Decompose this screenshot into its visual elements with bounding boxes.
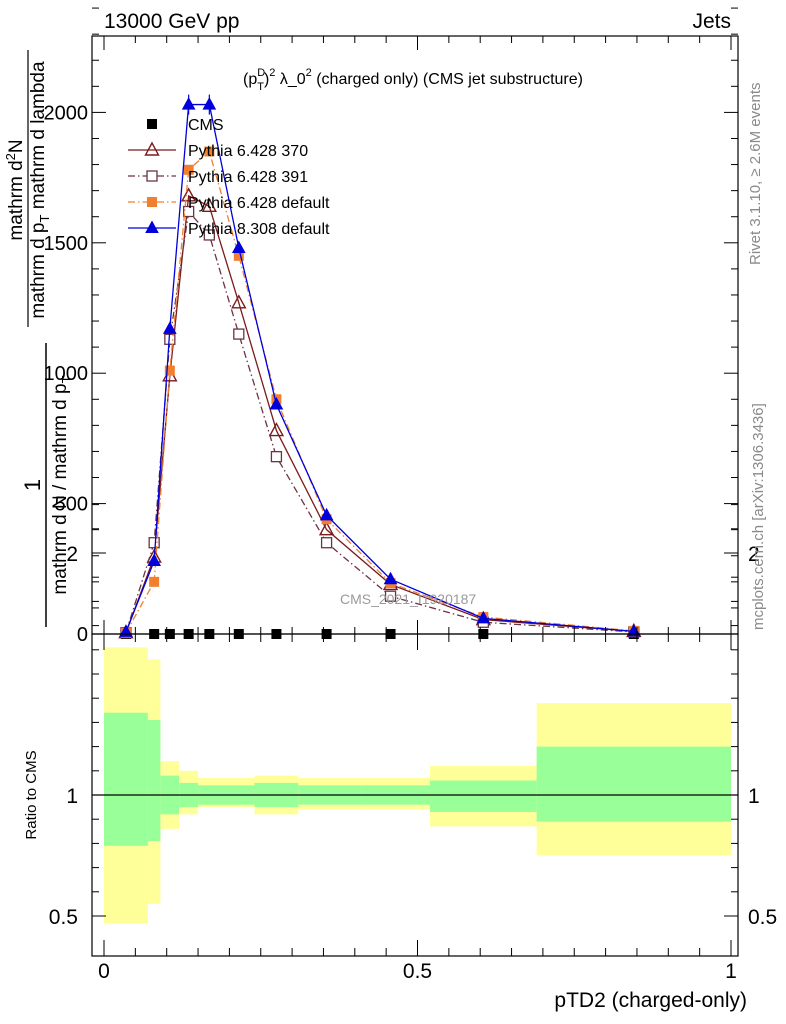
main-axis-ticks: 050010001500200025003000350040004500 bbox=[44, 7, 738, 646]
ratio-y-axis-label: Ratio to CMS bbox=[23, 750, 40, 839]
legend-label-cms: CMS bbox=[188, 117, 224, 134]
data-point-pythia-6-428-391 bbox=[182, 205, 195, 218]
data-point-pythia-6-428-391 bbox=[384, 590, 397, 602]
main-y-axis-label: 1 mathrm d N / mathrm d pT mathrm d2N ma… bbox=[3, 50, 74, 627]
data-point-pythia-8-308-default bbox=[202, 97, 217, 110]
data-point-pythia-6-428-default bbox=[183, 164, 194, 175]
x-tick-label: 0 bbox=[98, 960, 110, 983]
ratio-y-tick-label: 2 bbox=[66, 543, 78, 566]
data-point-pythia-8-308-default bbox=[476, 610, 491, 624]
data-point-pythia-6-428-default bbox=[149, 576, 160, 587]
data-point-pythia-8-308-default bbox=[231, 240, 246, 254]
data-point-pythia-8-308-default bbox=[269, 396, 284, 410]
ratio-band-inner bbox=[430, 780, 537, 812]
data-point-pythia-8-308-default bbox=[383, 571, 398, 585]
ratio-band-inner bbox=[536, 746, 731, 822]
y-label-numerator-one: 1 bbox=[20, 479, 45, 491]
data-point-pythia-8-308-default bbox=[147, 553, 162, 566]
main-y-tick-label: 500 bbox=[55, 494, 88, 516]
series-line-pythia-6-428-default bbox=[125, 150, 634, 634]
ratio-y-tick-label-right: 2 bbox=[748, 543, 760, 566]
data-point-pythia-8-308-default bbox=[162, 321, 177, 334]
ratio-band-inner bbox=[104, 712, 148, 846]
ratio-y-tick-label: 1 bbox=[66, 785, 78, 808]
ratio-bands bbox=[92, 647, 738, 924]
data-point-pythia-6-428-370 bbox=[144, 141, 160, 156]
main-y-tick-label: 1500 bbox=[44, 233, 89, 255]
data-point-pythia-8-308-default bbox=[319, 507, 334, 521]
series-line-pythia-6-428-391 bbox=[125, 210, 634, 633]
x-tick-label: 1 bbox=[725, 960, 737, 983]
legend-entry-pythia-6-428-391: Pythia 6.428 391 bbox=[128, 169, 308, 186]
ratio-y-tick-label: 0.5 bbox=[49, 906, 78, 929]
data-point-pythia-6-428-370 bbox=[231, 294, 247, 309]
ratio-y-tick-label-right: 1 bbox=[748, 785, 760, 808]
rivet-version-label: Rivet 3.1.10, ≥ 2.6M events bbox=[747, 83, 764, 266]
data-point-pythia-6-428-default bbox=[147, 197, 157, 207]
legend-entry-pythia-6-428-default: Pythia 6.428 default bbox=[128, 195, 330, 212]
data-point-pythia-6-428-370 bbox=[201, 197, 218, 212]
series-line-pythia-6-428-370 bbox=[125, 194, 634, 633]
y-label-denominator: mathrm d N / mathrm d pT bbox=[50, 375, 74, 594]
data-point-cms bbox=[147, 119, 157, 129]
legend-entry-pythia-8-308-default: Pythia 8.308 default bbox=[128, 220, 330, 238]
legend-label-pythia-6-428-391: Pythia 6.428 391 bbox=[188, 169, 308, 186]
legend-entry-pythia-6-428-370: Pythia 6.428 370 bbox=[128, 141, 308, 160]
data-point-pythia-6-428-370 bbox=[180, 187, 197, 202]
data-point-pythia-6-428-391 bbox=[270, 451, 283, 463]
data-point-pythia-6-428-391 bbox=[203, 229, 215, 241]
ratio-plot: 0.5 0.5 1 1 2 2 0 0.5 1 Ratio to CMS pTD2 (charg… bbox=[23, 504, 777, 1012]
legend-label-pythia-6-428-370: Pythia 6.428 370 bbox=[188, 143, 308, 160]
x-axis-label: pTD2 (charged-only) bbox=[554, 989, 747, 1012]
series-pythia-6-428-370 bbox=[118, 187, 642, 639]
legend-entry-cms: CMS bbox=[147, 117, 224, 134]
mcplots-label: mcplots.cern.ch [arXiv:1306.3436] bbox=[750, 403, 767, 630]
x-tick-label: 0.5 bbox=[403, 960, 432, 983]
data-point-pythia-6-428-default bbox=[164, 365, 175, 376]
main-plot: 050010001500200025003000350040004500 (pD… bbox=[3, 7, 739, 646]
data-point-pythia-6-428-391 bbox=[146, 170, 158, 182]
y-label-inner-denominator: mathrm d pT mathrm d lambda bbox=[28, 61, 52, 319]
y-label-numerator: mathrm d2N bbox=[3, 139, 27, 240]
data-point-pythia-6-428-391 bbox=[148, 537, 160, 549]
data-point-pythia-6-428-391 bbox=[320, 537, 333, 549]
main-y-tick-label: 1000 bbox=[44, 363, 89, 385]
main-y-tick-label: 0 bbox=[77, 624, 88, 646]
plot-title: (pD T)2 λ_02 (charged only) (CMS jet subs… bbox=[243, 67, 583, 93]
data-point-pythia-6-428-391 bbox=[233, 328, 245, 340]
analysis-watermark: CMS_2021_I1920187 bbox=[340, 591, 476, 607]
data-point-pythia-6-428-370 bbox=[268, 422, 285, 437]
legend-label-pythia-8-308-default: Pythia 8.308 default bbox=[188, 221, 330, 238]
header-collision-label: 13000 GeV pp bbox=[104, 10, 239, 33]
ratio-axis-ticks: 0.5 0.5 1 1 2 2 0 0.5 1 bbox=[49, 504, 777, 983]
main-y-tick-label: 2000 bbox=[44, 102, 89, 124]
data-point-pythia-6-428-default bbox=[204, 146, 215, 157]
header-category-label: Jets bbox=[692, 10, 731, 33]
ratio-y-tick-label-right: 0.5 bbox=[748, 906, 777, 929]
legend-label-pythia-6-428-default: Pythia 6.428 default bbox=[188, 195, 330, 212]
data-point-pythia-8-308-default bbox=[145, 220, 159, 233]
legend: CMS Pythia 6.428 370 Pythia 6.428 391 Pythi… bbox=[128, 117, 330, 238]
ratio-band-inner bbox=[147, 719, 161, 841]
data-point-pythia-6-428-370 bbox=[318, 521, 335, 536]
data-point-pythia-8-308-default bbox=[181, 97, 196, 110]
